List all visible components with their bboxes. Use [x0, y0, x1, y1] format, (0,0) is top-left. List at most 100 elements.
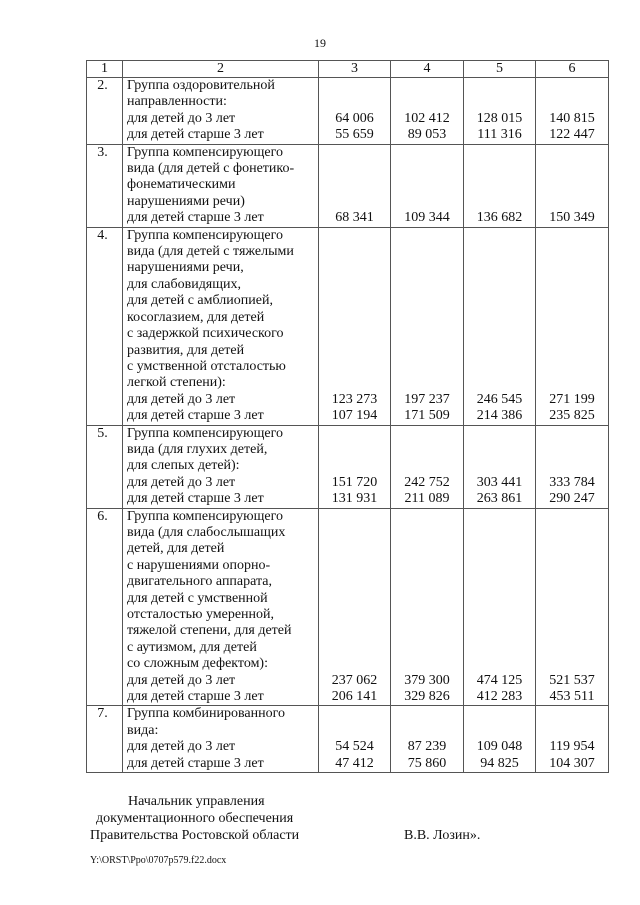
value-cell-col5: 246 545 214 386 — [463, 226, 536, 426]
value: 303 441 — [476, 474, 523, 490]
signatory-name: В.В. Лозин». — [404, 828, 481, 843]
value: 150 349 — [549, 210, 595, 226]
description-line: вида (для детей с тяжелыми — [127, 244, 294, 260]
value: 271 199 — [549, 391, 595, 407]
value: 119 954 — [549, 739, 595, 755]
table-row: 3. Группа компенсирующего вида (для детей … — [86, 143, 609, 228]
value-cell-col5: 136 682 — [463, 143, 536, 228]
value: 242 752 — [404, 474, 450, 490]
value: 171 509 — [404, 408, 450, 424]
description-line: Группа компенсирующего — [127, 508, 283, 524]
value: 123 273 — [331, 391, 378, 407]
page-number: 19 — [314, 36, 326, 50]
row-number: 2. — [86, 77, 123, 145]
value: 206 141 — [331, 689, 378, 705]
description-line: для детей до 3 лет — [127, 672, 236, 688]
description-line: вида (для глухих детей, — [127, 441, 268, 457]
value: 214 386 — [476, 408, 523, 424]
value: 109 048 — [476, 739, 523, 755]
description-line: для детей старше 3 лет — [127, 127, 264, 143]
value: 122 447 — [549, 127, 595, 143]
description-line: с умственной отсталостью — [127, 358, 286, 374]
value: 474 125 — [476, 672, 523, 688]
row-description: Группа компенсирующего вида (для детей с … — [122, 143, 319, 228]
table-header-row: 1 2 3 4 5 6 — [86, 60, 609, 78]
description-line: для детей до 3 лет — [127, 110, 236, 126]
value-cell-col4: 87 239 75 860 — [390, 705, 464, 774]
value-cell-col6: 119 954 104 307 — [535, 705, 609, 774]
row-description: Группа компенсирующего вида (для детей с … — [122, 226, 319, 426]
value: 102 412 — [404, 110, 450, 126]
value: 54 524 — [335, 739, 374, 755]
value-cell-col4: 379 300 329 826 — [390, 507, 464, 707]
row-description: Группа компенсирующего вида (для глухих д… — [122, 424, 319, 509]
value-cell-col3: 123 273 107 194 — [318, 226, 391, 426]
value: 131 931 — [331, 491, 378, 507]
description-line: вида (для слабослышащих — [127, 524, 286, 540]
value-cell-col6: 333 784 290 247 — [535, 424, 609, 509]
value: 47 412 — [335, 755, 374, 771]
table-row: 5. Группа компенсирующего вида (для глухих… — [86, 424, 609, 509]
table-row: 2. Группа оздоровительной направленности: д… — [86, 77, 609, 145]
row-description: Группа компенсирующего вида (для слабослы… — [122, 507, 319, 707]
value-cell-col5: 474 125 412 283 — [463, 507, 536, 707]
description-line: фонематическими — [127, 177, 236, 193]
row-description: Группа комбинированного вида: для детей до… — [122, 705, 319, 774]
signature-line-3: Правительства Ростовской области — [90, 828, 300, 843]
value: 109 344 — [404, 210, 450, 226]
description-line: для детей старше 3 лет — [127, 491, 264, 507]
value: 89 053 — [407, 127, 447, 143]
value-cell-col4: 102 412 89 053 — [390, 77, 464, 145]
value-cell-col3: 64 006 55 659 — [318, 77, 391, 145]
table-row: 7. Группа комбинированного вида: для детей … — [86, 705, 609, 774]
value: 379 300 — [404, 672, 450, 688]
description-line: детей, для детей — [127, 541, 225, 557]
description-line: легкой степени): — [127, 375, 226, 391]
description-line: косоглазием, для детей — [127, 309, 265, 325]
row-description: Группа оздоровительной направленности: для… — [122, 77, 319, 145]
table-row: 6. Группа компенсирующего вида (для слабос… — [86, 507, 609, 707]
value: 94 825 — [480, 755, 519, 771]
column-header: 5 — [463, 60, 536, 78]
value: 453 511 — [549, 689, 595, 705]
description-line: для детей до 3 лет — [127, 391, 236, 407]
description-line: тяжелой степени, для детей — [127, 623, 292, 639]
value-cell-col3: 237 062 206 141 — [318, 507, 391, 707]
value: 140 815 — [549, 110, 595, 126]
value: 235 825 — [549, 408, 595, 424]
value: 412 283 — [476, 689, 523, 705]
value: 329 826 — [404, 689, 450, 705]
value: 107 194 — [331, 408, 378, 424]
column-header: 2 — [122, 60, 319, 78]
value-cell-col5: 109 048 94 825 — [463, 705, 536, 774]
description-line: для детей до 3 лет — [127, 474, 236, 490]
value-cell-col4: 109 344 — [390, 143, 464, 228]
value-cell-col3: 68 341 — [318, 143, 391, 228]
value: 87 239 — [407, 739, 447, 755]
description-line: развития, для детей — [127, 342, 245, 358]
value: 68 341 — [335, 210, 374, 226]
value-cell-col5: 303 441 263 861 — [463, 424, 536, 509]
value-cell-col6: 271 199 235 825 — [535, 226, 609, 426]
signature-line-2: документационного обеспечения — [96, 811, 294, 826]
value: 211 089 — [404, 491, 450, 507]
row-number: 4. — [86, 226, 123, 426]
signature-line-1: Начальник управления — [128, 794, 265, 809]
description-line: для детей с амблиопией, — [127, 293, 273, 309]
value: 521 537 — [549, 672, 595, 688]
tariff-table: 1 2 3 4 5 6 2. Группа оздоровительной напр… — [86, 60, 609, 774]
row-number: 5. — [86, 424, 123, 509]
description-line: для детей старше 3 лет — [127, 689, 264, 705]
column-header: 4 — [390, 60, 464, 78]
value: 64 006 — [335, 110, 374, 126]
value: 290 247 — [549, 491, 595, 507]
column-header: 6 — [535, 60, 609, 78]
value-cell-col4: 197 237 171 509 — [390, 226, 464, 426]
description-line: двигательного аппарата, — [127, 574, 272, 590]
row-number: 3. — [86, 143, 123, 228]
value: 197 237 — [404, 391, 450, 407]
description-line: для детей старше 3 лет — [127, 210, 264, 226]
description-line: со сложным дефектом): — [127, 656, 268, 672]
description-line: с задержкой психического — [127, 326, 284, 342]
description-line: для детей до 3 лет — [127, 739, 236, 755]
